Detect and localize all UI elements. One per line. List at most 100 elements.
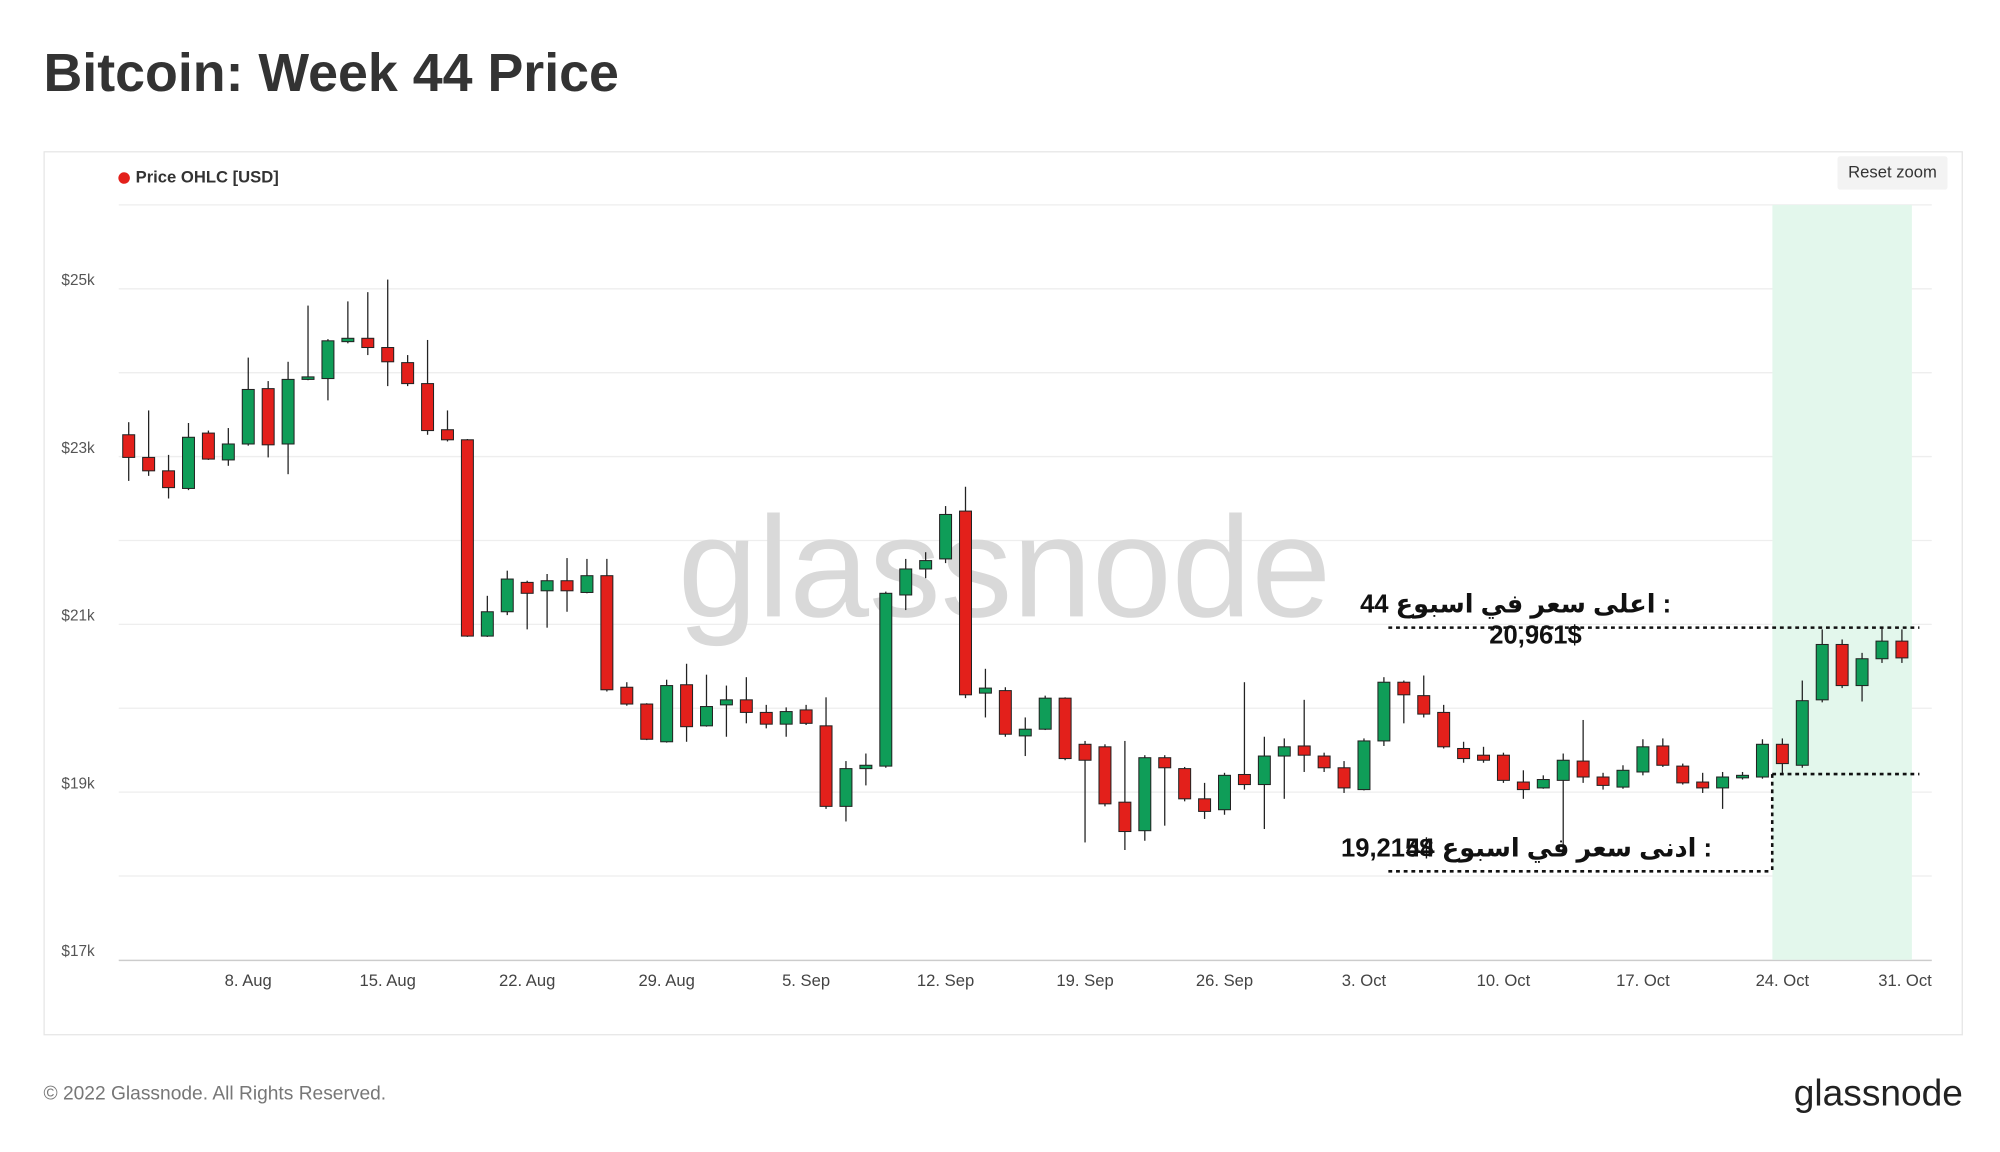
chart-title: Bitcoin: Week 44 Price — [44, 43, 619, 103]
y-tick-label: $23k — [61, 440, 95, 457]
candle-body — [719, 699, 733, 706]
candle-body — [1417, 695, 1431, 715]
candle-body — [381, 347, 395, 363]
candle-body — [281, 378, 295, 445]
watermark: glassnode — [678, 487, 1331, 647]
candle-body — [1218, 774, 1231, 811]
candle-body — [1596, 776, 1610, 786]
candle-body — [1696, 781, 1710, 789]
candle-body — [959, 510, 972, 696]
x-tick-label: 12. Sep — [917, 971, 974, 990]
candle-body — [1775, 743, 1789, 765]
candle-body — [1018, 728, 1032, 737]
candle-body — [122, 434, 136, 458]
y-tick-label: $17k — [61, 943, 95, 960]
candle-body — [261, 388, 275, 446]
candle-body — [1477, 754, 1491, 761]
candle-body — [1736, 774, 1750, 779]
candle-body — [221, 443, 235, 461]
candle-body — [1277, 746, 1291, 757]
reset-button[interactable]: Reset zoom — [1837, 156, 1948, 190]
logo: glassnode — [1794, 1071, 1963, 1113]
reset-button-label[interactable]: Reset zoom — [1848, 162, 1937, 181]
chart-frame — [43, 151, 1963, 1036]
candle-body — [1457, 747, 1471, 760]
candle-body — [779, 711, 793, 725]
candle-body — [1078, 743, 1092, 761]
footer: © 2022 Glassnode. All Rights Reserved. — [44, 1083, 387, 1104]
x-tick-label: 10. Oct — [1477, 971, 1531, 990]
candle-body — [1496, 754, 1510, 781]
x-tick-label: 24. Oct — [1756, 971, 1810, 990]
x-tick-label: 31. Oct — [1878, 971, 1932, 990]
x-tick-label: 5. Sep — [782, 971, 830, 990]
candle-body — [1875, 640, 1889, 660]
candle-body — [560, 580, 574, 592]
candle-body — [460, 439, 474, 637]
y-tick-label: $19k — [61, 775, 95, 792]
x-tick-label: 8. Aug — [225, 971, 272, 990]
candle-body — [680, 684, 694, 728]
candle-body — [799, 709, 813, 724]
annotation-text: ادنى سعر في اسبوع 44 : — [1406, 834, 1712, 863]
candle-body — [401, 362, 415, 385]
highlight-band — [1772, 204, 1912, 960]
background-layer — [118, 204, 1932, 961]
candle-body — [919, 560, 933, 570]
candle-body — [1297, 745, 1311, 756]
candle-body — [1178, 768, 1192, 800]
annotation-value: 20,961$ — [1489, 621, 1581, 649]
candle-body — [859, 764, 873, 770]
candle-body — [201, 432, 215, 460]
candle-body — [321, 340, 335, 380]
candle-body — [1377, 681, 1391, 742]
x-tick-label: 29. Aug — [638, 971, 694, 990]
candle-body — [759, 711, 773, 725]
candle-body — [1437, 711, 1451, 748]
candle-body — [839, 768, 853, 807]
candle-body — [1795, 700, 1809, 766]
candle-body — [1138, 757, 1152, 832]
x-tick-label: 17. Oct — [1616, 971, 1670, 990]
candle-body — [600, 575, 614, 691]
candle-body — [1357, 740, 1371, 791]
annotation-text: اعلى سعر في اسبوع 44 : — [1360, 591, 1671, 620]
candle-body — [181, 436, 195, 489]
candle-body — [620, 686, 634, 705]
candle-body — [440, 429, 454, 441]
candle-body — [1616, 769, 1630, 788]
legend-label: Price OHLC [USD] — [136, 167, 279, 186]
candle-body — [1556, 759, 1570, 781]
reset-button-bg[interactable] — [1837, 156, 1948, 190]
candle-body — [361, 337, 375, 349]
candle-body — [1855, 658, 1869, 687]
x-tick-label: 15. Aug — [360, 971, 416, 990]
candle-body — [1576, 760, 1590, 778]
candle-body — [241, 388, 255, 445]
candle-body — [1636, 746, 1650, 773]
candle-body — [1257, 755, 1271, 786]
candle-body — [162, 470, 176, 489]
candle-body — [520, 581, 534, 594]
candle-body — [1536, 779, 1550, 789]
candle-body — [1397, 681, 1411, 696]
candle-body — [142, 456, 156, 472]
candle-body — [1118, 801, 1132, 833]
x-tick-label: 26. Sep — [1196, 971, 1253, 990]
candle-body — [1058, 697, 1072, 760]
candle-body — [580, 575, 594, 593]
candle-body — [739, 699, 753, 713]
candle-body — [1038, 697, 1052, 730]
candle-body — [1098, 746, 1112, 805]
candle-body — [1755, 743, 1769, 778]
candle-body — [640, 703, 654, 740]
candle-body — [1656, 745, 1670, 766]
candle-body — [700, 706, 713, 727]
candle-body — [500, 578, 514, 613]
legend-marker — [118, 172, 130, 184]
y-tick-label: $21k — [61, 608, 95, 625]
x-tick-label: 22. Aug — [499, 971, 555, 990]
annotation-value: 19,215$ — [1341, 834, 1433, 862]
